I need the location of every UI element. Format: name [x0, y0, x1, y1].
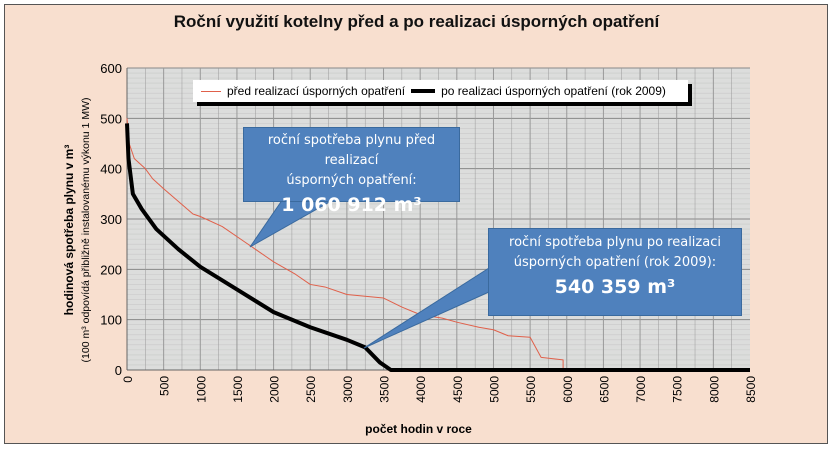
x-tick-label: 1000	[194, 376, 208, 403]
x-tick-label: 0	[121, 376, 135, 383]
x-tick-label: 8500	[744, 376, 758, 403]
callout-after-line1: roční spotřeba plynu po realizaci	[509, 235, 721, 250]
x-tick-label: 4000	[414, 376, 428, 403]
x-tick-label: 8000	[707, 376, 721, 403]
x-tick-label: 6500	[597, 376, 611, 403]
x-tick-label: 2500	[304, 376, 318, 403]
y-tick-label: 100	[100, 313, 122, 328]
callout-after-value: 540 359 m³	[554, 276, 676, 298]
x-tick-label: 7500	[671, 376, 685, 403]
callout-before-line1: roční spotřeba plynu před realizací	[267, 133, 436, 168]
x-axis-label: počet hodin v roce	[365, 422, 472, 436]
y-tick-label: 400	[100, 162, 122, 177]
y-tick-label: 600	[100, 61, 122, 76]
x-tick-label: 7000	[634, 376, 648, 403]
x-tick-label: 6000	[561, 376, 575, 403]
chart-title: Roční využití kotelny před a po realizac…	[173, 12, 660, 31]
callout-before: roční spotřeba plynu před realizací úspo…	[243, 127, 460, 216]
y-tick-label: 300	[100, 212, 122, 227]
legend-label-before: před realizací úsporných opatření	[227, 84, 406, 98]
y-axis-label: hodinová spotřeba plynu v m³	[62, 145, 76, 316]
y-tick-label: 0	[115, 363, 122, 378]
x-tick-label: 3500	[378, 376, 392, 403]
callout-before-value: 1 060 912 m³	[281, 194, 422, 216]
y-axis-sublabel: (100 m³ odpovídá přibližně instalovanému…	[80, 98, 92, 363]
series-line-after	[125, 123, 750, 372]
legend-swatch-before	[201, 90, 221, 92]
y-tick-label: 500	[100, 111, 122, 126]
x-tick-label: 2000	[268, 376, 282, 403]
x-tick-label: 5000	[487, 376, 501, 403]
x-tick-label: 5500	[524, 376, 538, 403]
legend: před realizací úsporných opatření po rea…	[193, 80, 688, 102]
x-tick-label: 3000	[341, 376, 355, 403]
x-tick-label: 4500	[451, 376, 465, 403]
y-tick-label: 200	[100, 262, 122, 277]
callout-after-line2: úsporných opatření (rok 2009):	[513, 255, 717, 270]
callout-before-line2: úsporných opatření:	[286, 173, 417, 188]
series-line-before	[126, 118, 564, 370]
x-tick-label: 500	[158, 376, 172, 396]
x-tick-label: 1500	[231, 376, 245, 403]
callout-after: roční spotřeba plynu po realizaci úsporn…	[488, 228, 742, 316]
legend-swatch-after	[411, 89, 436, 93]
legend-label-after: po realizaci úsporných opatření (rok 200…	[441, 84, 666, 98]
